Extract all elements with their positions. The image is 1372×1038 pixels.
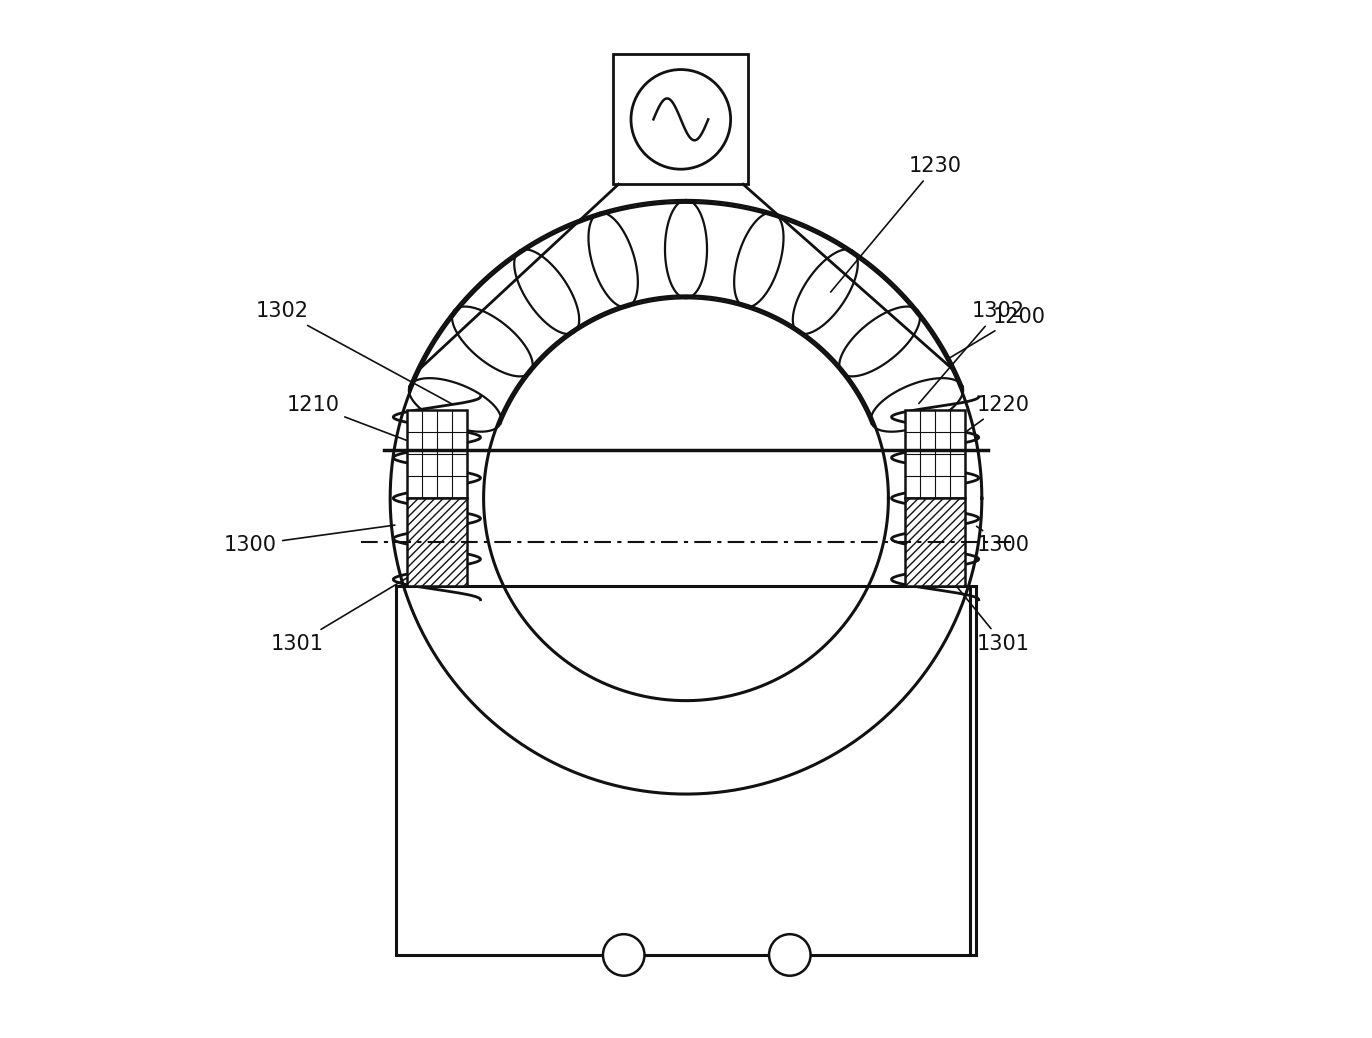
Bar bbox=[906, 498, 966, 586]
Text: 1300: 1300 bbox=[977, 526, 1029, 555]
Bar bbox=[613, 54, 748, 185]
Circle shape bbox=[631, 70, 731, 169]
Text: 1300: 1300 bbox=[224, 525, 395, 555]
Text: 1301: 1301 bbox=[937, 563, 1029, 654]
Bar bbox=[906, 410, 966, 498]
Bar bbox=[406, 410, 466, 498]
Bar bbox=[406, 498, 466, 586]
Text: 1230: 1230 bbox=[830, 156, 962, 292]
Bar bbox=[397, 586, 975, 955]
Text: 1200: 1200 bbox=[949, 306, 1045, 358]
Text: 1210: 1210 bbox=[287, 394, 440, 454]
Text: 1302: 1302 bbox=[255, 301, 453, 404]
Circle shape bbox=[770, 934, 811, 976]
Text: 1301: 1301 bbox=[270, 562, 435, 654]
Text: 1302: 1302 bbox=[919, 301, 1025, 404]
Circle shape bbox=[602, 934, 645, 976]
Text: 1220: 1220 bbox=[937, 394, 1029, 453]
